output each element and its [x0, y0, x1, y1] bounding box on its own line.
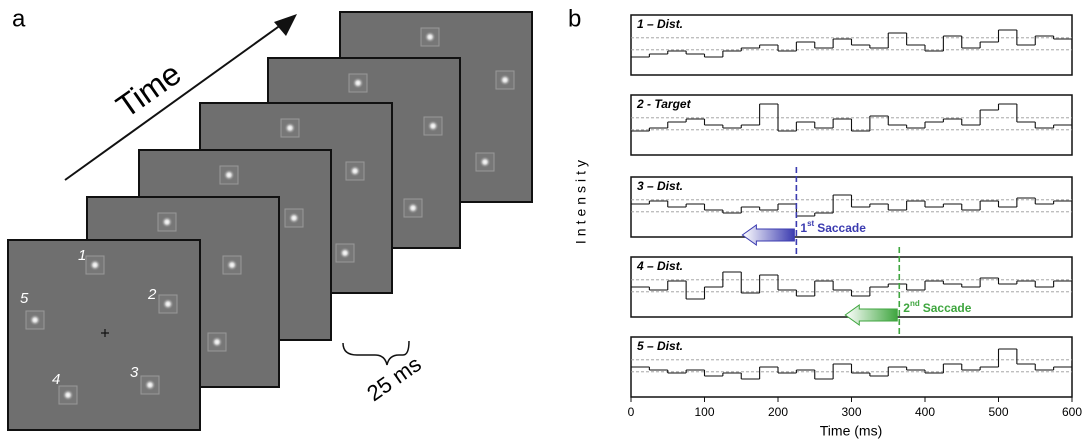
trace-panel	[631, 257, 1072, 317]
x-tick-label: 100	[694, 405, 714, 419]
stimulus-frames: 1 2 3 4 5	[8, 12, 532, 430]
stimulus-glow	[352, 77, 364, 89]
x-tick-label: 500	[988, 405, 1008, 419]
panel-label: a	[12, 5, 26, 32]
saccade-suffix: nd	[910, 299, 920, 308]
trace-title: 4 – Dist.	[636, 259, 683, 273]
stimulus-glow	[479, 156, 491, 168]
stimulus-glow	[89, 259, 101, 271]
stimulus-glow	[288, 212, 300, 224]
location-label: 3	[130, 364, 139, 381]
location-label: 2	[147, 286, 157, 303]
stimulus-glow	[226, 259, 238, 271]
saccade-suffix: st	[807, 219, 814, 228]
stimulus-glow	[424, 31, 436, 43]
stimulus-glow	[62, 389, 74, 401]
x-axis-label: Time (ms)	[820, 423, 882, 439]
figure: 1 2 3 4 5 a Time 25 ms b Intensity Time (ms)…	[0, 0, 1088, 441]
saccade-text: Saccade	[817, 221, 866, 235]
x-tick-label: 300	[841, 405, 861, 419]
stimulus-glow	[211, 336, 223, 348]
trace-title: 5 – Dist.	[637, 339, 683, 353]
stimulus-glow	[284, 122, 296, 134]
stimulus-glow	[427, 120, 439, 132]
location-label: 1	[78, 247, 86, 264]
x-tick-label: 200	[768, 405, 788, 419]
stimulus-glow	[349, 165, 361, 177]
x-tick-label: 400	[915, 405, 935, 419]
trace-title: 3 – Dist.	[637, 179, 683, 193]
time-label: Time	[110, 55, 188, 125]
panel-label: b	[568, 5, 581, 32]
interval-label: 25 ms	[362, 351, 425, 406]
location-label: 4	[52, 371, 60, 388]
stimulus-glow	[223, 169, 235, 181]
x-tick-label: 0	[628, 405, 635, 419]
saccade-text: Saccade	[923, 301, 972, 315]
stimulus-glow	[407, 202, 419, 214]
y-axis-label: Intensity	[573, 156, 589, 244]
stimulus-glow	[161, 216, 173, 228]
stimulus-glow	[339, 247, 351, 259]
trace-title: 1 – Dist.	[637, 17, 683, 31]
stimulus-glow	[144, 379, 156, 391]
x-tick-label: 600	[1062, 405, 1082, 419]
stimulus-glow	[162, 298, 174, 310]
stimulus-glow	[29, 314, 41, 326]
time-arrowhead	[274, 14, 297, 36]
stimulus-glow	[499, 74, 511, 86]
trace-title: 2 - Target	[636, 97, 692, 111]
location-label: 5	[20, 290, 29, 307]
